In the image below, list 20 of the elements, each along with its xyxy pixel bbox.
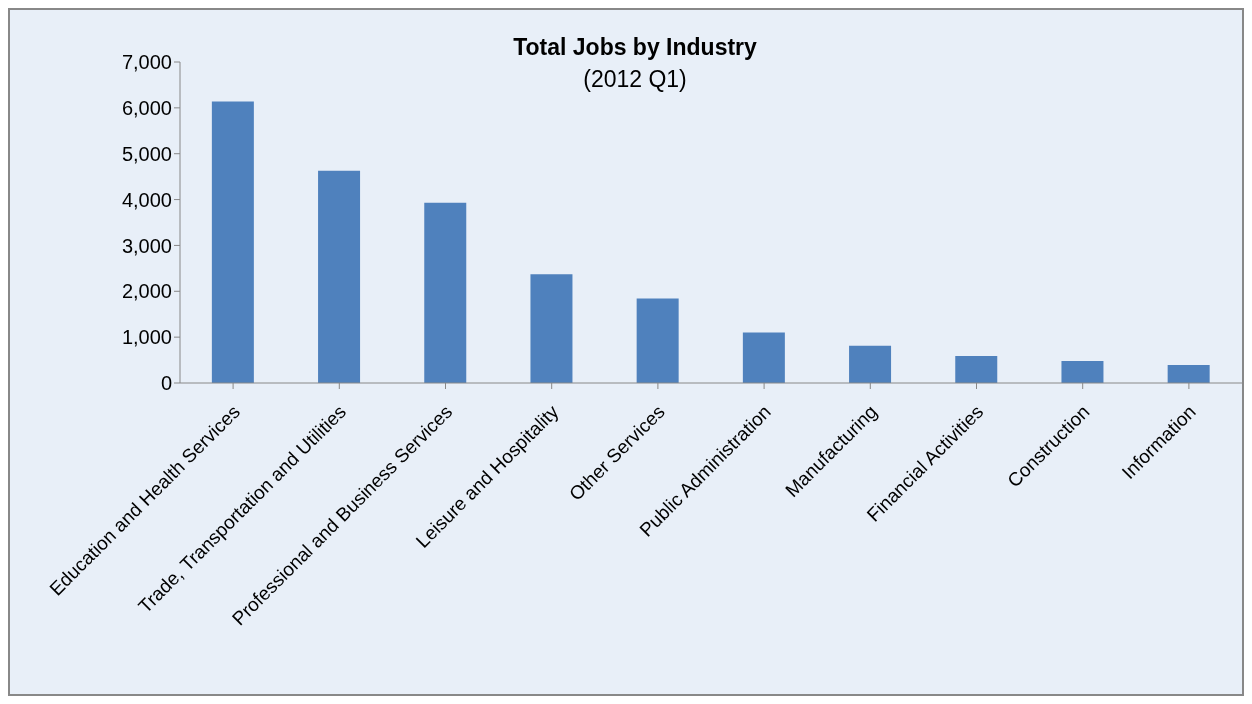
y-tick-label: 7,000 [121, 51, 172, 74]
y-tick-label: 6,000 [121, 96, 172, 119]
bar [636, 298, 679, 383]
chart-title: Total Jobs by Industry [512, 34, 758, 61]
y-tick-label: 1,000 [121, 326, 172, 349]
bar [955, 355, 998, 383]
chart-subtitle: (2012 Q1) [582, 66, 688, 93]
y-tick-label: 4,000 [121, 188, 172, 211]
bar [211, 101, 254, 383]
bar [1167, 365, 1210, 383]
y-tick-label: 0 [160, 372, 172, 395]
y-tick-label: 3,000 [121, 234, 172, 257]
bar [530, 274, 573, 383]
y-tick-label: 5,000 [121, 142, 172, 165]
bar [1061, 360, 1104, 383]
bar [424, 202, 467, 383]
bar [849, 345, 892, 383]
y-tick-label: 2,000 [121, 280, 172, 303]
bar [318, 170, 361, 383]
bar [742, 332, 785, 383]
